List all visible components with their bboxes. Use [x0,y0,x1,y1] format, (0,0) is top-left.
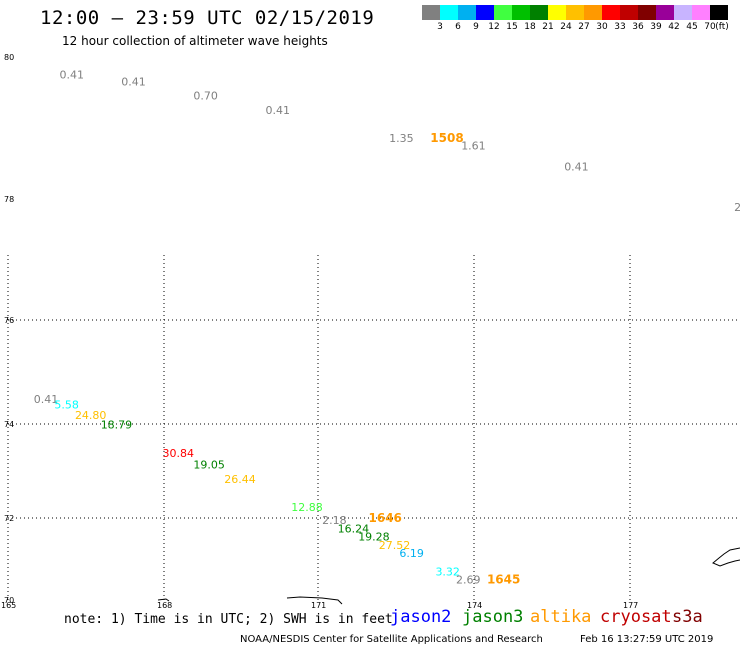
longitude-label: 168 [157,601,172,610]
color-scale-label: 70 [704,22,716,32]
graticule [7,255,740,600]
wave-height-value: 0.41 [60,68,85,81]
color-scale-label: 15 [506,22,518,32]
color-swatch-3 [476,5,494,20]
satellite-legend-cryosat: cryosat [600,607,672,627]
color-scale-label: 9 [473,22,479,32]
color-scale-label: 6 [455,22,461,32]
color-scale-bar [422,5,728,20]
latitude-label: 70 [4,596,14,605]
color-scale-label: (ft) [715,22,729,32]
wave-height-value: 19.28 [358,531,390,544]
color-scale-label: 21 [542,22,554,32]
color-swatch-12 [638,5,656,20]
wave-height-value: 30.84 [163,447,195,460]
color-scale-label: 42 [668,22,680,32]
longitude-label: 165 [1,601,16,610]
footnote: note: 1) Time is in UTC; 2) SWH is in fe… [64,612,393,627]
wave-height-value: 1.35 [389,132,414,145]
wave-height-value: 19.05 [193,459,225,472]
wave-height-value: 3.32 [435,565,460,578]
longitude-label: 177 [623,601,638,610]
wave-height-value: 0.41 [34,393,59,406]
observations: 0.410.410.700.411.351.610.4120.415.5824.… [34,68,740,586]
color-swatch-11 [620,5,638,20]
color-scale-label: 36 [632,22,644,32]
color-swatch-5 [512,5,530,20]
wave-height-value: 5.58 [54,398,79,411]
generated-timestamp: Feb 16 13:27:59 UTC 2019 [580,634,714,645]
color-scale-labels: 3 6 9 12 15 18 21 24 27 30 33 36 39 42 45 70 (ft) [422,22,740,34]
satellite-legend-altika: altika [530,607,592,627]
latitude-label: 76 [4,316,14,325]
latitude-label: 74 [4,420,14,429]
wave-height-value: 0.41 [266,104,291,117]
chart-subtitle: 12 hour collection of altimeter wave hei… [62,34,328,48]
wave-height-value: 2.18 [322,514,347,527]
wave-height-value: 27.52 [379,539,411,552]
wave-height-value: 2.69 [456,574,481,587]
color-swatch-15 [692,5,710,20]
color-scale-label: 33 [614,22,626,32]
color-scale-label: 30 [596,22,608,32]
color-swatch-6 [530,5,548,20]
color-swatch-14 [674,5,692,20]
color-swatch-8 [566,5,584,20]
color-swatch-10 [602,5,620,20]
color-scale-label: 45 [686,22,698,32]
color-swatch-1 [440,5,458,20]
coastline [157,547,740,605]
wave-height-value: 0.41 [121,75,146,88]
color-scale-label: 27 [578,22,590,32]
wave-height-value: 2 [734,201,740,214]
longitude-label: 174 [467,601,482,610]
color-scale-label: 12 [488,22,500,32]
wave-height-value: 0.70 [193,90,218,103]
wave-height-value: 26.44 [224,473,256,486]
satellite-legend-s3a: s3a [672,607,703,627]
wave-height-value: 24.80 [75,409,107,422]
wave-height-value: 0.41 [564,161,589,174]
coastline-bottom [157,598,170,602]
color-swatch-9 [584,5,602,20]
color-swatch-0 [422,5,440,20]
color-scale-label: 18 [524,22,536,32]
wave-height-value: 12.88 [291,501,323,514]
satellite-legend-jason2: jason2 [390,607,452,627]
wave-height-value: 1.61 [461,139,486,152]
color-swatch-2 [458,5,476,20]
latitude-label: 80 [4,53,14,62]
wave-height-value: 6.19 [399,547,424,560]
coastline-bottom-2 [286,596,343,605]
longitude-label: 171 [311,601,326,610]
chart-title: 12:00 – 23:59 UTC 02/15/2019 [40,7,375,29]
color-swatch-7 [548,5,566,20]
coastline-right [712,547,740,567]
color-swatch-16 [710,5,728,20]
pass-time-label: 1508 [430,131,463,145]
latitude-label: 78 [4,195,14,204]
satellite-legend-jason3: jason3 [462,607,524,627]
credit-line: NOAA/NESDIS Center for Satellite Applica… [240,634,543,645]
color-swatch-4 [494,5,512,20]
color-scale-label: 39 [650,22,662,32]
pass-time-label: 1646 [369,511,402,525]
latitude-label: 72 [4,514,14,523]
pass-time-label: 1645 [487,573,520,587]
color-swatch-13 [656,5,674,20]
color-scale-label: 3 [437,22,443,32]
wave-height-value: 18.79 [101,419,133,432]
wave-height-value: 16.24 [338,522,370,535]
color-scale-label: 24 [560,22,572,32]
